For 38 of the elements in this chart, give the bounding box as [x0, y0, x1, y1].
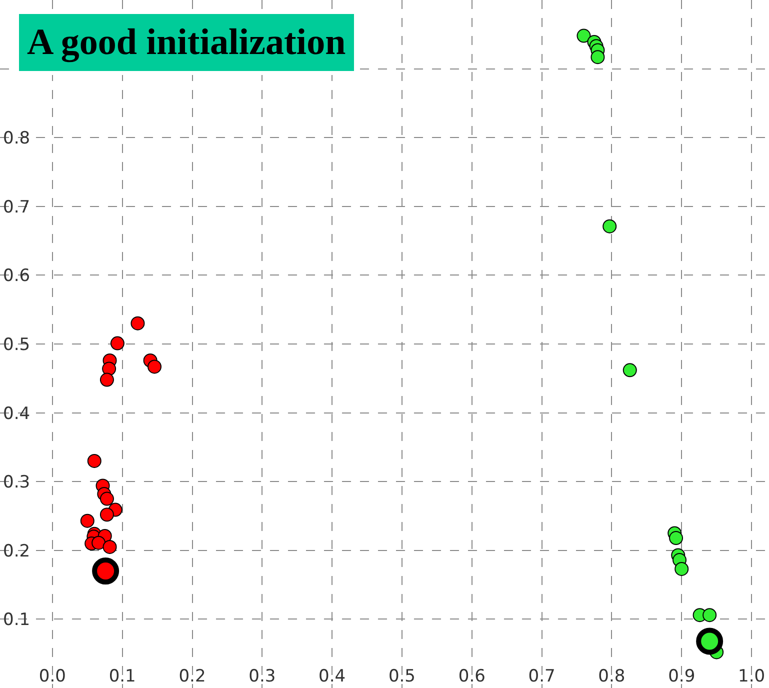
point	[130, 316, 145, 330]
point	[87, 454, 102, 468]
point	[590, 50, 605, 64]
y-tick-label: 0.5	[3, 334, 30, 355]
x-tick-label: 0.1	[108, 666, 136, 687]
x-tick-label: 0.6	[458, 666, 486, 687]
x-tick-label: 0.2	[178, 666, 206, 687]
x-tick-label: 1.0	[738, 666, 766, 687]
y-tick-label: 0.6	[3, 266, 30, 286]
point	[102, 362, 116, 376]
x-tick-label: 0.9	[668, 666, 696, 687]
point	[100, 492, 114, 506]
point	[674, 562, 689, 576]
y-tick-label: 0.2	[3, 541, 30, 562]
y-tick-label: 0.7	[3, 197, 30, 218]
x-tick-label: 0.4	[318, 666, 346, 687]
point	[92, 536, 106, 550]
point	[576, 28, 591, 43]
x-tick-label: 0.8	[598, 666, 626, 687]
point	[102, 540, 117, 554]
point	[702, 608, 717, 622]
y-tick-label: 0.8	[3, 128, 30, 149]
y-tick-label: 0.4	[3, 404, 30, 424]
y-tick-label: 0.1	[3, 610, 30, 630]
point	[110, 336, 124, 350]
point	[148, 360, 162, 374]
point	[602, 219, 617, 234]
x-tick-label: 0.3	[248, 666, 276, 687]
y-tick-label: 0.3	[3, 472, 30, 493]
x-tick-label: 0.5	[388, 666, 416, 687]
point	[80, 514, 94, 528]
x-tick-label: 0.7	[528, 666, 556, 687]
x-tick-label: 0.0	[38, 666, 66, 687]
point	[669, 531, 684, 546]
point	[100, 372, 114, 387]
point	[622, 363, 637, 378]
point	[100, 508, 114, 522]
text: A good initialization	[27, 22, 346, 63]
